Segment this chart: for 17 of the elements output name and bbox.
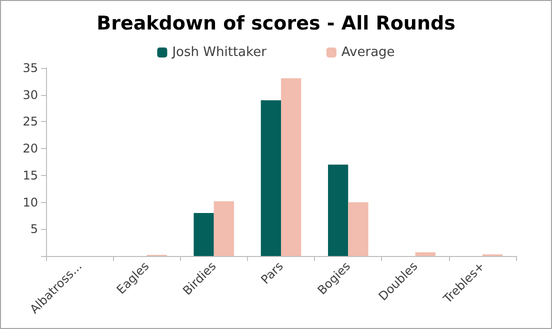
y-tick-label: 10 bbox=[22, 195, 38, 210]
y-tick-label: 15 bbox=[22, 168, 38, 182]
legend-label: Average bbox=[341, 45, 395, 60]
y-tick-label: 30 bbox=[22, 88, 38, 102]
bar bbox=[260, 100, 281, 256]
y-tick-label: 5 bbox=[30, 222, 38, 236]
y-tick-label: 35 bbox=[22, 61, 38, 75]
y-tick-label: 20 bbox=[22, 142, 38, 156]
bar bbox=[328, 164, 348, 256]
legend-label: Josh Whittaker bbox=[171, 45, 268, 60]
chart-title: Breakdown of scores - All Rounds bbox=[96, 12, 456, 34]
bar bbox=[415, 252, 436, 256]
bar bbox=[214, 201, 234, 256]
bar bbox=[281, 78, 302, 256]
bar bbox=[348, 202, 368, 256]
bar bbox=[194, 213, 214, 256]
y-tick-label: 25 bbox=[22, 114, 38, 129]
